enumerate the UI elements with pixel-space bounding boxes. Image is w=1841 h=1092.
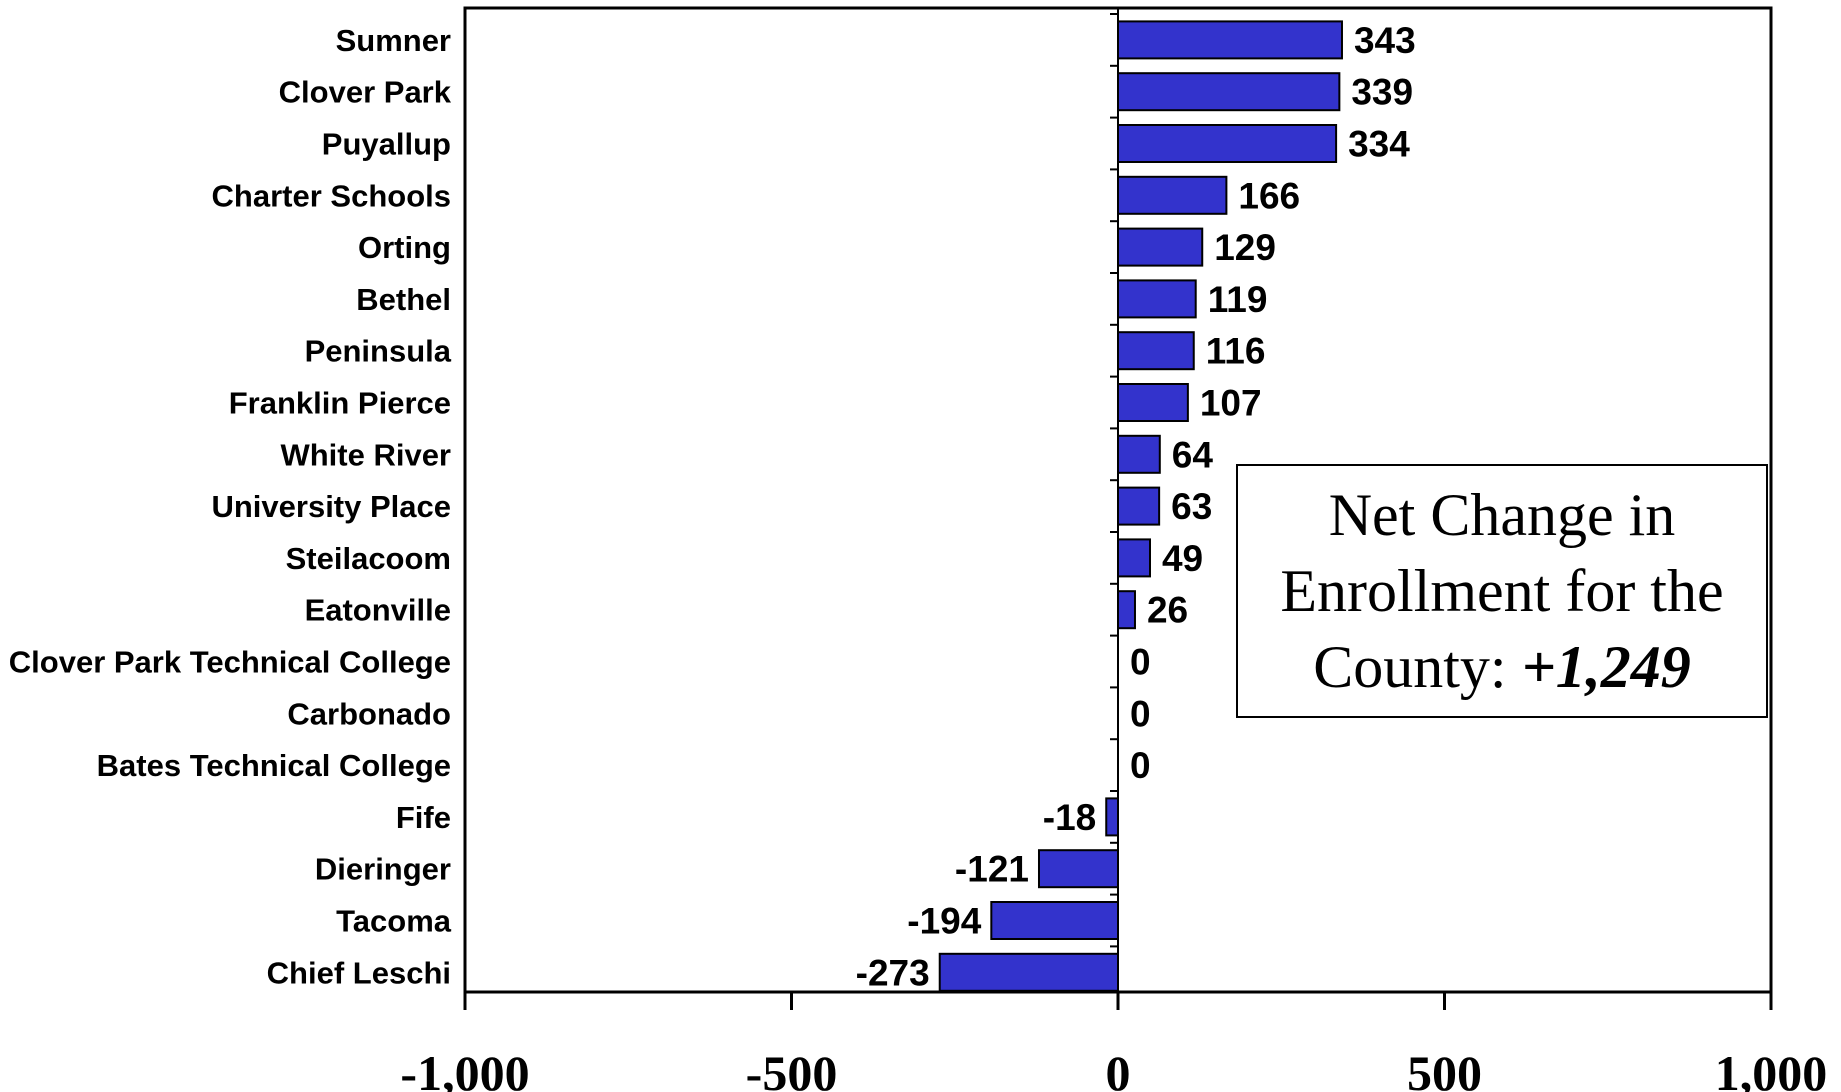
bar	[1117, 175, 1228, 215]
category-label: Eatonville	[305, 593, 451, 628]
data-label: 129	[1214, 227, 1276, 268]
category-label: Clover Park	[279, 75, 452, 110]
category-label: Puyallup	[322, 127, 451, 162]
x-tick-label: 500	[1407, 1045, 1482, 1092]
bar	[990, 901, 1119, 940]
x-axis-ticks: -1,000 -500 0 500 1,000	[400, 992, 1827, 1092]
data-label: 0	[1130, 745, 1151, 786]
category-label: Franklin Pierce	[229, 386, 451, 421]
bar	[1117, 590, 1136, 630]
bar	[938, 952, 1120, 992]
data-label: 26	[1147, 590, 1188, 631]
bar	[1117, 538, 1151, 578]
bar	[1117, 383, 1189, 422]
category-label: Fife	[396, 800, 451, 835]
annotation-line-2: Enrollment for the	[1280, 558, 1724, 624]
category-label: Clover Park Technical College	[9, 645, 451, 680]
data-label: 119	[1208, 279, 1268, 320]
data-label: 0	[1130, 693, 1151, 734]
category-label: Charter Schools	[212, 178, 451, 213]
category-label: Dieringer	[315, 852, 451, 887]
data-label: 334	[1348, 124, 1410, 165]
category-label: University Place	[211, 489, 451, 524]
annotation-total-value: +1,249	[1521, 634, 1691, 700]
data-label: -18	[1043, 797, 1096, 838]
category-label: White River	[280, 437, 451, 472]
bar	[1117, 434, 1161, 474]
data-label: -194	[907, 901, 981, 942]
annotation-line-1: Net Change in	[1328, 482, 1676, 548]
category-label: Sumner	[336, 23, 451, 58]
x-tick-label: 1,000	[1715, 1045, 1828, 1092]
bar	[1117, 227, 1204, 267]
bars-group: Sumner 343 Clover Park 339 Puyallup 334 Charte…	[9, 13, 1416, 993]
data-label: 64	[1172, 434, 1214, 475]
x-tick-label: 0	[1106, 1045, 1131, 1092]
bar	[1105, 797, 1119, 837]
data-label: 107	[1200, 383, 1262, 424]
data-label: 343	[1354, 20, 1416, 61]
bar	[1037, 849, 1120, 889]
category-label: Chief Leschi	[267, 955, 451, 990]
x-tick-label: -500	[746, 1045, 838, 1092]
data-label: 339	[1351, 72, 1413, 113]
data-label: 166	[1238, 175, 1300, 216]
bar	[1117, 20, 1343, 60]
bar	[1117, 279, 1197, 319]
annotation-line-3: County: +1,249	[1280, 629, 1723, 705]
category-label: Bates Technical College	[97, 748, 451, 783]
data-label: 49	[1162, 538, 1203, 579]
net-change-annotation: Net Change in Enrollment for the County:…	[1236, 464, 1768, 718]
category-label: Bethel	[356, 282, 451, 317]
annotation-prefix: County:	[1313, 634, 1522, 700]
data-label: 63	[1171, 486, 1212, 527]
category-label: Orting	[358, 230, 451, 265]
bar	[1117, 331, 1195, 371]
bar	[1117, 124, 1338, 163]
data-label: -121	[955, 849, 1029, 890]
category-label: Tacoma	[336, 904, 452, 939]
category-label: Peninsula	[305, 334, 452, 369]
category-label: Steilacoom	[286, 541, 451, 576]
data-label: 116	[1206, 331, 1266, 372]
bar	[1117, 72, 1341, 112]
bar	[1117, 486, 1161, 526]
x-tick-label: -1,000	[400, 1045, 529, 1092]
category-label: Carbonado	[287, 696, 451, 731]
data-label: -273	[856, 952, 930, 993]
data-label: 0	[1130, 642, 1151, 683]
